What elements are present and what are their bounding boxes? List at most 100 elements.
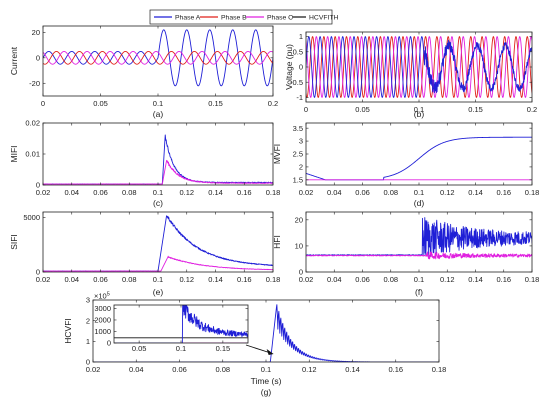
panel-e-xtick-label: 0.08	[122, 275, 137, 284]
panel-g-caption: (g)	[261, 387, 272, 397]
panel-d-ytick-label: 2.5	[293, 150, 303, 159]
panel-a: 0 0.05 0.1 0.15 0.2 -20 0 20 Current (a)	[9, 25, 278, 119]
panel-e-xtick-label: 0.12	[179, 275, 194, 284]
series-a-0	[43, 29, 273, 87]
panel-e-frame	[42, 211, 274, 273]
panel-a-xtick-label: 0.05	[93, 99, 108, 108]
panel-e-xtick-label: 0.16	[237, 275, 252, 284]
panel-g: 0.02 0.04 0.06 0.08 0.1 0.12 0.14 0.16 0.18 0 1 2 3 H…	[63, 292, 446, 398]
panel-a-frame	[42, 25, 274, 97]
panel-g-frame	[92, 299, 440, 363]
panel-c-ytick-label: 0	[36, 181, 40, 190]
panel-c-frame	[42, 122, 274, 186]
panel-f-ylabel: HFI	[272, 235, 282, 249]
panel-d-ytick-label: 2	[299, 163, 303, 172]
panel-f-frame	[305, 211, 533, 273]
inset-xtick-label: 0.15	[216, 344, 231, 353]
panel-d-ytick-label: 3.5	[293, 124, 303, 133]
panel-f-xtick-label: 0.14	[468, 275, 483, 284]
panel-e-series	[43, 215, 273, 272]
panel-c-xtick-label: 0.14	[208, 188, 223, 197]
panel-d-xtick-label: 0.18	[525, 188, 540, 197]
panel-a-xtick-label: 0	[41, 99, 45, 108]
inset-arrow	[245, 344, 271, 354]
panel-c-xtick-label: 0.04	[64, 188, 79, 197]
inset-series-1	[114, 305, 248, 343]
legend-label-phase-b: Phase B	[221, 15, 247, 22]
panel-b-frame	[305, 31, 533, 103]
inset-ytick-label: 1000	[94, 327, 111, 336]
panel-g-xtick-label: 0.06	[172, 365, 187, 374]
panel-d-xtick-label: 0.02	[299, 188, 314, 197]
series-f-0	[306, 217, 532, 257]
panel-b-ytick-label: -0.5	[290, 78, 303, 87]
panel-c: 0.02 0.04 0.06 0.08 0.1 0.12 0.14 0.16 0.18 0 0.01…	[9, 119, 280, 208]
panel-c-xtick-label: 0.16	[237, 188, 252, 197]
panel-f-xtick-label: 0.02	[299, 275, 314, 284]
panel-d-frame	[305, 122, 533, 186]
panel-f-xtick-label: 0.08	[383, 275, 398, 284]
panel-g-exponent: ×105	[94, 292, 110, 301]
inset-arrow-head	[266, 349, 274, 355]
panel-e-xtick-label: 0.04	[64, 275, 79, 284]
legend-label-phase-a: Phase A	[175, 15, 201, 22]
panel-a-xtick-label: 0.2	[268, 99, 278, 108]
inset-ytick-label: 3000	[94, 304, 111, 313]
inset-xtick-label: 0.05	[132, 344, 147, 353]
panel-g-xtick-label: 0.14	[345, 365, 360, 374]
panel-g-xlabel: Time (s)	[251, 376, 282, 386]
panel-b-ytick-label: 0	[299, 63, 303, 72]
panel-g-xtick-label: 0.12	[302, 365, 317, 374]
panel-a-ytick-label: 0	[36, 53, 40, 62]
panel-b-caption: (b)	[414, 109, 425, 119]
panel-d: 0.02 0.04 0.06 0.08 0.1 0.12 0.14 0.16 0.18 1.5 2 2…	[272, 122, 540, 208]
panel-f-xtick-label: 0.12	[440, 275, 455, 284]
panel-f-ytick-label: 10	[295, 242, 303, 251]
series-a-1	[43, 51, 273, 65]
panel-c-xtick-label: 0.06	[93, 188, 108, 197]
panel-g-xtick-label: 0.18	[432, 365, 447, 374]
panel-b-xtick-label: 0.15	[468, 105, 483, 114]
panel-b: 0 0.05 0.1 0.15 0.2 -1 -0.5 0 0.5 1 Voltage (pu) (b…	[284, 31, 537, 119]
panel-d-ytick-label: 3	[299, 137, 303, 146]
panel-a-xtick-label: 0.1	[153, 99, 163, 108]
panel-f-xtick-label: 0.18	[525, 275, 540, 284]
panel-f-ytick-label: 0	[299, 268, 303, 277]
panel-e-xtick-label: 0.18	[266, 275, 281, 284]
legend-label-phase-c: Phase C	[267, 15, 293, 22]
series-c-1	[43, 159, 273, 185]
legend-label-hcvfith: HCVFITH	[309, 15, 339, 22]
panel-c-xtick-label: 0.02	[36, 188, 51, 197]
panel-c-caption: (c)	[153, 198, 163, 208]
panel-f-xtick-label: 0.16	[496, 275, 511, 284]
panel-c-series	[43, 134, 273, 185]
panel-d-xtick-label: 0.1	[414, 188, 424, 197]
panel-e-xtick-label: 0.1	[153, 275, 163, 284]
panel-f-ytick-label: 20	[295, 215, 303, 224]
panel-e: 0.02 0.04 0.06 0.08 0.1 0.12 0.14 0.16 0.18 0 5000…	[9, 211, 281, 297]
series-c-0	[43, 134, 273, 185]
panel-g-ylabel: HCVFI	[63, 318, 73, 344]
panel-d-xtick-label: 0.12	[440, 188, 455, 197]
panel-d-xtick-label: 0.04	[327, 188, 342, 197]
panel-e-ylabel: SIFI	[9, 234, 19, 250]
panel-b-xtick-label: 0.2	[527, 105, 537, 114]
panel-e-ytick-label: 5000	[23, 213, 40, 222]
panel-c-xtick-label: 0.1	[153, 188, 163, 197]
panel-c-ytick-label: 0.02	[25, 119, 40, 128]
series-e-0	[43, 215, 273, 272]
panel-d-ytick-label: 1.5	[293, 175, 303, 184]
panel-a-ylabel: Current	[9, 46, 19, 75]
series-b-0	[306, 36, 532, 98]
inset-ytick-label: 2000	[94, 316, 111, 325]
panel-g-xtick-label: 0.02	[86, 365, 101, 374]
panel-e-ytick-label: 0	[36, 268, 40, 277]
panel-c-xtick-label: 0.18	[266, 188, 281, 197]
panel-a-caption: (a)	[153, 109, 164, 119]
panel-a-series	[43, 29, 273, 87]
panel-b-ytick-label: 1	[299, 32, 303, 41]
panel-g-ytick-label: 1	[86, 337, 90, 346]
panel-b-ylabel: Voltage (pu)	[284, 44, 294, 90]
